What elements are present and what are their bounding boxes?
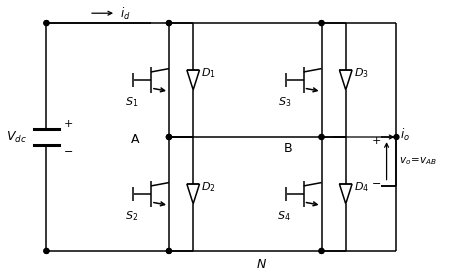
Text: $N$: $N$ (256, 258, 267, 271)
Circle shape (319, 21, 324, 25)
Text: +: + (371, 136, 381, 147)
Text: B: B (284, 142, 292, 155)
Text: $i_d$: $i_d$ (120, 6, 131, 22)
Circle shape (166, 249, 171, 253)
Text: $V_{dc}$: $V_{dc}$ (6, 129, 27, 145)
Polygon shape (187, 70, 199, 90)
Text: $D_2$: $D_2$ (201, 180, 216, 194)
Circle shape (319, 21, 324, 25)
Polygon shape (187, 184, 199, 204)
Text: A: A (131, 133, 140, 146)
Text: $S_2$: $S_2$ (125, 209, 138, 223)
Circle shape (166, 135, 171, 139)
Circle shape (394, 135, 399, 139)
Circle shape (319, 249, 324, 253)
Text: $i_o$: $i_o$ (400, 127, 410, 143)
Text: $D_4$: $D_4$ (354, 180, 369, 194)
Text: $v_o\!=\!v_{AB}$: $v_o\!=\!v_{AB}$ (399, 156, 437, 167)
Circle shape (166, 249, 171, 253)
Circle shape (166, 21, 171, 25)
Circle shape (319, 135, 324, 139)
Text: $S_1$: $S_1$ (125, 95, 138, 109)
Polygon shape (340, 184, 352, 204)
Text: $S_3$: $S_3$ (278, 95, 291, 109)
Text: +: + (64, 119, 73, 130)
Circle shape (166, 135, 171, 139)
Text: $D_1$: $D_1$ (201, 66, 216, 80)
Polygon shape (340, 70, 352, 90)
Text: $-$: $-$ (64, 144, 74, 155)
Circle shape (166, 21, 171, 25)
Text: $-$: $-$ (371, 177, 381, 187)
Text: $S_4$: $S_4$ (277, 209, 291, 223)
Circle shape (44, 249, 49, 253)
Circle shape (44, 21, 49, 25)
Circle shape (166, 135, 171, 139)
Text: $D_3$: $D_3$ (354, 66, 368, 80)
Circle shape (44, 249, 49, 253)
Circle shape (319, 249, 324, 253)
Circle shape (44, 21, 49, 25)
Circle shape (319, 135, 324, 139)
